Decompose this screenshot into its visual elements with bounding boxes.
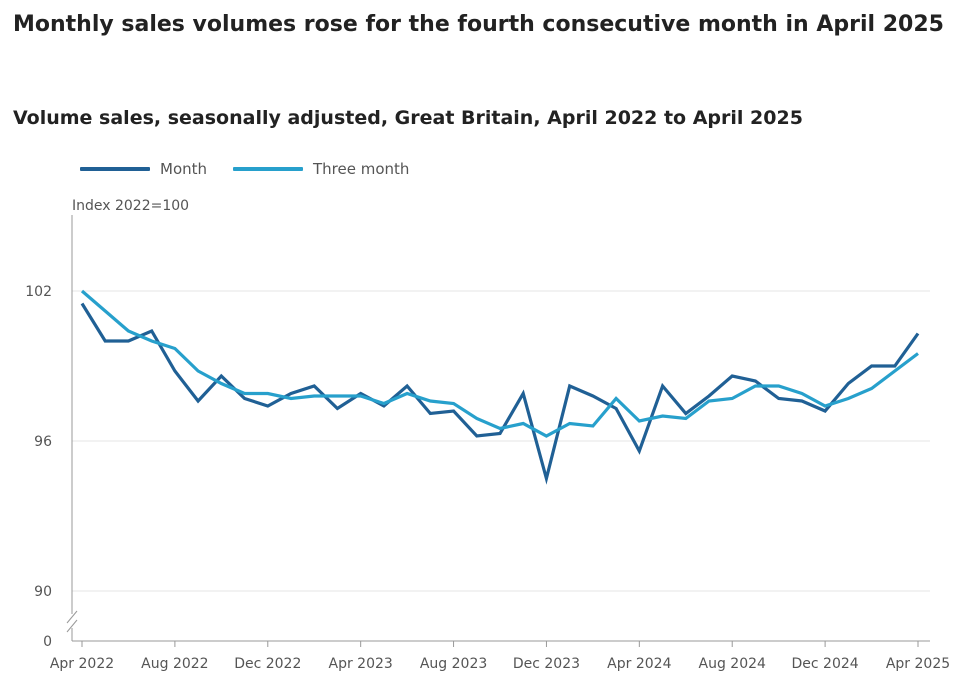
x-tick-label: Aug 2024 [699,656,767,672]
y-tick-label: 102 [25,284,52,300]
x-tick-label: Aug 2022 [141,656,208,672]
legend-swatch-three-month [233,167,304,171]
chart-subtitle: Volume sales, seasonally adjusted, Great… [13,107,803,129]
x-tick-label: Dec 2022 [234,656,301,672]
x-tick-label: Apr 2023 [329,656,393,672]
x-tick-label: Aug 2023 [420,656,487,672]
y-tick-label: 96 [34,434,52,450]
legend-item-month[interactable]: Month [80,160,207,178]
legend-swatch-month [80,167,150,171]
axis-break-mark-1 [66,610,78,624]
legend: Month Three month [80,160,435,178]
series-line-three-month [80,289,919,438]
x-tick-label: Dec 2024 [792,656,859,672]
legend-label-three-month: Three month [313,160,410,178]
y-axis-label: Index 2022=100 [72,198,190,214]
legend-item-three-month[interactable]: Three month [233,160,409,178]
axis-break-mark-2 [66,619,78,633]
y-tick-label: 90 [34,584,52,600]
x-tick-label: Dec 2023 [513,656,580,672]
x-tick-label: Apr 2024 [607,656,671,672]
chart-title: Monthly sales volumes rose for the fourt… [13,12,944,37]
x-tick-label: Apr 2025 [886,656,950,672]
y-tick-label: 0 [43,634,52,650]
x-tick-label: Apr 2022 [50,656,114,672]
legend-label-month: Month [160,160,208,178]
series-line-month [80,302,920,485]
